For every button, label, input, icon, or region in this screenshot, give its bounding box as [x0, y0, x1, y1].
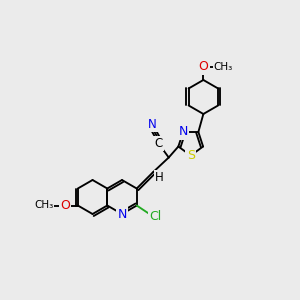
Text: Cl: Cl — [150, 210, 162, 223]
Text: N: N — [148, 118, 157, 131]
Text: H: H — [155, 171, 164, 184]
Text: O: O — [60, 199, 70, 212]
Text: S: S — [187, 149, 195, 162]
Text: CH₃: CH₃ — [34, 200, 53, 211]
Text: C: C — [154, 137, 163, 150]
Text: N: N — [117, 208, 127, 220]
Text: CH₃: CH₃ — [214, 62, 233, 72]
Text: O: O — [198, 61, 208, 74]
Text: N: N — [178, 125, 188, 139]
